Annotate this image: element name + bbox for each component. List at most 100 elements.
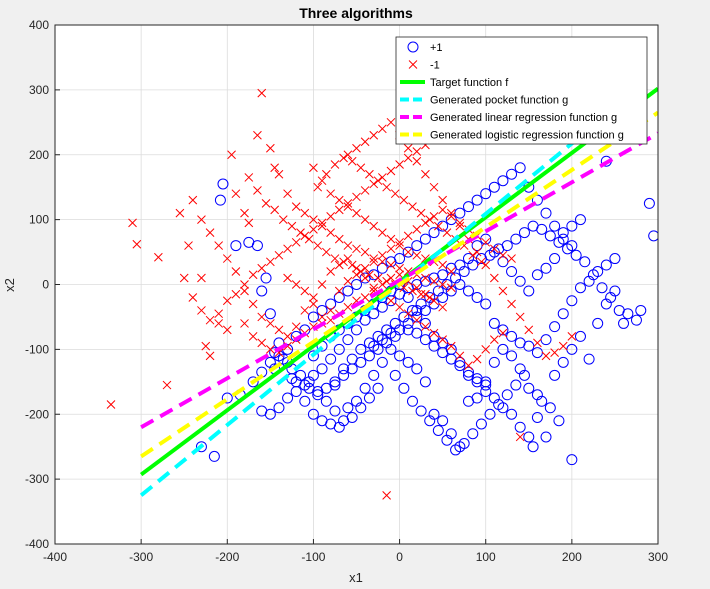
data-point-positive [346,363,358,375]
data-point-negative [347,156,357,166]
data-point-negative [291,322,301,332]
data-point-negative [205,315,215,325]
data-point-positive [540,262,552,274]
data-point-negative [326,267,336,276]
data-point-positive [506,408,518,420]
data-point-negative [541,351,551,361]
data-point-positive [419,233,431,245]
legend-label: -1 [430,60,440,72]
data-point-negative [429,328,439,338]
data-point-negative [197,273,206,283]
data-point-negative [343,254,353,263]
data-point-negative [455,218,465,228]
data-point-negative [244,218,254,228]
x-axis-label: x1 [349,570,363,585]
data-point-negative [356,267,366,276]
data-point-positive [333,343,345,355]
data-point-positive [531,411,543,423]
data-point-positive [329,405,341,417]
data-point-negative [291,237,301,247]
y-tick-label: 100 [29,213,49,227]
data-point-positive [618,317,630,329]
y-tick-label: -200 [25,407,49,421]
data-point-positive [419,334,431,346]
data-point-positive [506,266,518,278]
data-point-positive [518,369,530,381]
data-point-negative [412,250,422,260]
data-point-negative [283,189,292,199]
data-point-positive [307,311,319,323]
data-point-negative [442,228,452,237]
data-point-positive [338,363,350,375]
data-point-negative [222,296,232,306]
data-point-positive [221,392,233,404]
data-point-negative [231,289,241,299]
x-axis-ticks: -400 -300 -200 -100 0 100 200 300 [43,539,668,564]
data-point-negative [309,163,318,173]
data-point-negative [498,328,508,338]
data-point-negative [386,117,396,127]
data-point-negative [369,221,379,231]
data-point-positive [376,334,388,346]
data-point-positive [462,201,474,213]
data-point-positive [273,402,285,414]
data-point-negative [352,192,361,202]
legend-label: Target function f [430,77,509,89]
data-point-positive [493,399,505,411]
data-point-negative [395,237,404,247]
data-point-negative [274,169,284,179]
decision-lines [139,78,658,497]
data-point-negative [421,169,430,179]
data-point-positive [355,356,367,368]
data-point-negative [369,257,379,267]
data-point-positive [419,376,431,388]
data-point-positive [195,441,207,453]
data-point-negative [128,218,137,228]
data-point-negative [343,150,353,160]
data-point-positive [536,395,548,407]
data-point-positive [540,207,552,219]
data-point-negative [446,212,456,221]
data-point-positive [316,363,328,375]
data-point-positive [630,314,642,326]
data-point-positive [376,356,388,368]
data-point-negative [558,341,568,351]
data-point-positive [549,220,561,232]
data-point-negative [403,143,413,153]
data-point-positive [230,240,242,252]
data-point-negative [197,306,206,315]
data-point-positive [570,249,582,261]
data-point-negative [343,202,353,212]
y-tick-label: -300 [25,472,49,486]
data-point-negative [175,208,185,218]
data-point-negative [408,286,417,296]
data-point-positive [480,188,492,200]
data-point-negative [412,156,422,166]
data-point-positive [467,428,479,440]
data-point-positive [312,386,324,398]
data-point-negative [240,286,249,296]
data-point-positive [458,437,470,449]
data-point-negative [317,218,327,228]
data-point-positive [325,353,337,365]
data-point-positive [415,405,427,417]
data-point-negative [412,147,422,156]
data-point-negative [309,299,318,309]
data-point-positive [600,259,612,271]
data-point-negative [300,286,310,296]
data-point-positive [510,233,522,245]
data-point-positive [471,291,483,303]
y-tick-label: 200 [29,148,49,162]
data-point-positive [536,223,548,235]
data-point-negative [464,361,473,370]
data-point-negative [244,173,254,182]
data-point-positive [605,291,617,303]
data-point-negative [386,273,396,283]
data-point-negative [179,273,189,283]
data-point-positive [450,444,462,456]
data-point-negative [446,267,456,276]
data-point-positive [488,181,500,193]
data-point-negative [270,205,280,215]
data-point-negative [248,299,258,309]
